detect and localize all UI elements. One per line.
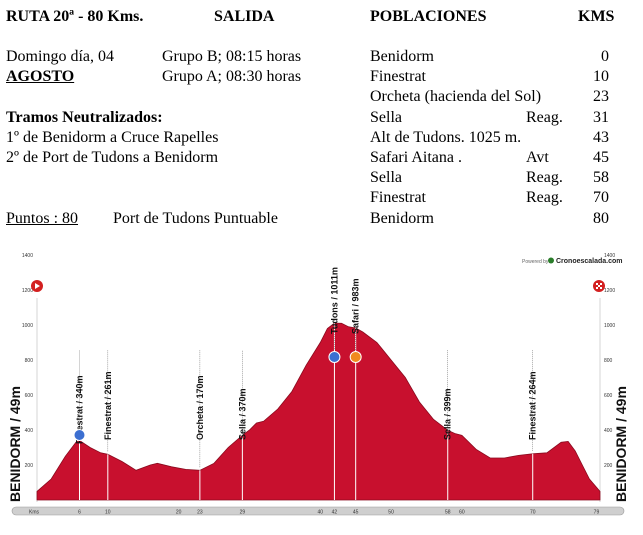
x-tick-label: 70 [530, 510, 536, 516]
tramos-title: Tramos Neutralizados: [6, 109, 163, 126]
poblaciones-heading: POBLACIONES [370, 8, 487, 25]
x-tick-label: 45 [353, 510, 359, 516]
poblacion-name: Benidorm [370, 48, 434, 65]
end-town-label: BENIDORM / 49m [613, 386, 629, 502]
brand-name: Cronoescalada.com [556, 258, 623, 265]
date-month: AGOSTO [6, 68, 75, 85]
feed-zone-icon [349, 351, 362, 363]
elevation-area [36, 322, 601, 501]
x-tick-label: 20 [176, 510, 182, 516]
poblacion-name: Sella [370, 169, 402, 187]
climb-marker-icon [328, 351, 341, 363]
poblacion-name: Alt de Tudons. 1025 m. [370, 128, 522, 146]
y-tick-left: 200 [25, 463, 34, 469]
poblacion-note: Avt [526, 149, 549, 166]
y-tick-right: 400 [604, 428, 613, 434]
poblacion-note: Reag. [526, 169, 563, 187]
y-tick-right: 200 [604, 463, 613, 469]
x-tick-label: 23 [197, 510, 203, 516]
x-tick-label: 6 [78, 510, 81, 516]
waypoint-label: Finestrat / 340m [74, 375, 84, 444]
poblacion-km: 23 [593, 88, 609, 106]
x-tick-label: 79 [594, 510, 600, 516]
start-arrow-icon [35, 283, 40, 289]
x-tick-label: 50 [388, 510, 394, 516]
waypoint-label: Finestrat / 261m [103, 371, 113, 440]
finish-check [600, 287, 602, 289]
salida-heading: SALIDA [214, 8, 275, 25]
poblacion-name: Finestrat [370, 68, 426, 86]
distance-bar [11, 506, 625, 516]
y-tick-left: 1200 [22, 288, 33, 294]
poblacion-km: 0 [601, 48, 609, 65]
poblacion-km: 43 [593, 128, 609, 146]
poblacion-km: 31 [593, 108, 609, 126]
x-tick-label: 58 [445, 510, 451, 516]
grupo-a-time: Grupo A; 08:30 horas [162, 68, 302, 85]
route-title: RUTA 20ª - 80 Kms. [6, 8, 144, 25]
y-tick-right: 1000 [604, 323, 615, 329]
y-tick-right: 1400 [604, 253, 615, 259]
tramo-item-2: 2º de Port de Tudons a Benidorm [6, 149, 219, 166]
poblacion-km: 10 [593, 68, 609, 86]
brand-logo-icon [548, 257, 554, 264]
waypoint-label: Sella / 399m [443, 388, 453, 440]
poblacion-name: Sella [370, 108, 402, 126]
waypoint-label: Finestrat / 264m [528, 371, 538, 440]
waypoint-label: Safari / 983m [351, 278, 361, 334]
poblacion-km: 80 [593, 209, 609, 227]
y-tick-left: 600 [25, 393, 34, 399]
poblacion-name: Orcheta (hacienda del Sol) [370, 88, 542, 106]
y-tick-right: 800 [604, 358, 613, 364]
date-day: Domingo día, 04 [6, 48, 114, 65]
x-tick-label: 29 [240, 510, 246, 516]
poblacion-name: Safari Aitana . [370, 149, 462, 166]
finish-check [596, 287, 598, 289]
waypoint-label: Sella / 370m [237, 388, 247, 440]
finish-check [598, 285, 600, 287]
puntuable-note: Port de Tudons Puntuable [113, 210, 278, 227]
powered-by-text: Powered by [522, 259, 549, 265]
y-tick-right: 600 [604, 393, 613, 399]
grupo-b-time: Grupo B; 08:15 horas [162, 48, 302, 65]
start-town-label: BENIDORM / 49m [7, 386, 23, 502]
waypoint-label: Orcheta / 170m [195, 375, 205, 440]
finish-check [596, 283, 598, 285]
y-tick-left: 1000 [22, 323, 33, 329]
elevation-profile: Powered by Cronoescalada.com 200 200 400 400 6… [7, 253, 629, 516]
x-tick-label: 10 [105, 510, 111, 516]
waypoint-label: Tudons / 1011m [329, 267, 339, 334]
y-tick-left: 1400 [22, 253, 33, 259]
poblacion-note: Reag. [526, 189, 563, 207]
puntos-label: Puntos : 80 [6, 210, 79, 227]
poblacion-km: 58 [593, 169, 609, 187]
y-tick-left: 800 [25, 358, 34, 364]
kms-heading: KMS [578, 8, 615, 25]
tramo-item-1: 1º de Benidorm a Cruce Rapelles [6, 129, 219, 146]
y-tick-left: 400 [25, 428, 34, 434]
sprint-marker-icon [73, 429, 86, 441]
poblacion-name: Benidorm [370, 209, 434, 227]
poblacion-km: 45 [593, 149, 609, 166]
poblacion-note: Reag. [526, 108, 563, 126]
poblacion-km: 70 [593, 189, 609, 207]
y-tick-right: 1200 [604, 288, 615, 294]
finish-check [600, 283, 602, 285]
x-tick-label: 40 [317, 510, 323, 516]
x-tick-label: Kms [29, 510, 40, 516]
poblacion-name: Finestrat [370, 189, 426, 207]
x-tick-label: 60 [459, 510, 465, 516]
x-tick-label: 42 [332, 510, 338, 516]
